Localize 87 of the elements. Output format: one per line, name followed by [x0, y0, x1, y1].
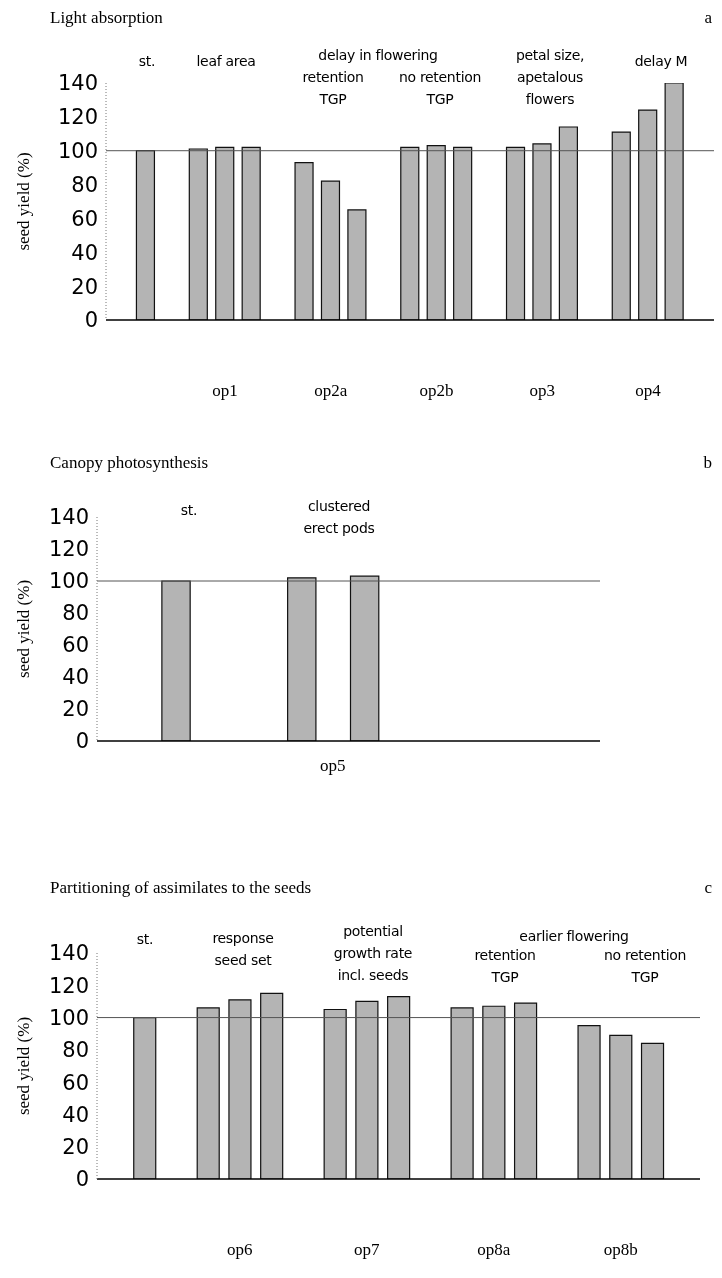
bar [640, 1042, 665, 1179]
x-tick-label: op2b [419, 381, 454, 401]
text: st. [138, 52, 156, 71]
bar [558, 126, 578, 320]
y-tick-label: 60 [62, 1070, 89, 1095]
annotation: no retention TGP [398, 68, 482, 109]
annotation: no retention TGP [603, 946, 687, 987]
text: delay M [634, 52, 688, 71]
bar [426, 145, 446, 320]
x-tick-label: op8b [603, 1240, 638, 1260]
y-tick-label: 80 [62, 1038, 89, 1063]
y-tick-label: 140 [57, 71, 98, 96]
x-tick-label: op8a [477, 1240, 511, 1260]
y-axis-title: seed yield (%) [14, 579, 34, 679]
bar [611, 131, 631, 320]
annotation: petal size, apetalous flowers [515, 46, 585, 109]
chart-title: Canopy photosynthesis [50, 453, 209, 473]
bar [260, 992, 284, 1179]
y-tick-label: 20 [71, 274, 98, 299]
bar [215, 146, 235, 320]
y-tick-label: 80 [62, 601, 89, 626]
y-tick-label: 120 [48, 973, 89, 998]
bar [482, 1005, 506, 1179]
bar [577, 1025, 601, 1179]
y-tick-label: 140 [48, 941, 89, 966]
bar [188, 148, 208, 320]
x-tick-label: op7 [354, 1240, 381, 1260]
annotation: clustered erect pods [303, 497, 375, 538]
y-tick-label: 60 [71, 206, 98, 231]
bar [347, 209, 367, 320]
bar [664, 83, 684, 320]
annotation: potential growth rate incl. seeds [333, 922, 413, 985]
text: delay in flowering [318, 46, 438, 65]
text: earlier flowering [519, 927, 629, 946]
x-tick-label: op3 [529, 381, 555, 401]
y-tick-label: 140 [48, 505, 89, 530]
annotation: response seed set [212, 929, 274, 970]
bar [294, 161, 314, 320]
y-tick-label: 120 [57, 105, 98, 130]
bar [323, 1008, 347, 1179]
text: st. [136, 930, 154, 949]
bar [400, 146, 420, 320]
bar [355, 1000, 379, 1179]
y-tick-label: 100 [57, 139, 98, 164]
bar [228, 999, 252, 1179]
y-tick-label: 40 [62, 1102, 89, 1127]
text: c [704, 878, 712, 898]
bar [505, 146, 526, 320]
bar [241, 146, 261, 320]
bar [450, 1007, 474, 1179]
bar [196, 1007, 220, 1179]
y-axis-title: seed yield (%) [14, 152, 34, 251]
x-tick-label: op4 [635, 381, 662, 401]
text: leaf area [196, 52, 256, 71]
y-tick-label: 80 [71, 173, 98, 198]
bar [135, 150, 156, 320]
bar [638, 109, 658, 320]
text: a [704, 8, 712, 28]
y-tick-label: 60 [62, 633, 89, 658]
y-tick-label: 120 [48, 537, 89, 562]
bar [320, 180, 341, 320]
annotation: st. [180, 501, 198, 520]
y-tick-label: 20 [62, 1135, 89, 1160]
text: b [703, 453, 712, 473]
y-tick-label: 100 [48, 569, 89, 594]
x-tick-label: op1 [212, 381, 238, 401]
x-tick-label: op6 [227, 1240, 253, 1260]
y-tick-label: 0 [84, 308, 98, 333]
annotation: retention TGP [474, 946, 536, 987]
y-tick-label: 0 [75, 1167, 89, 1192]
bar [133, 1016, 157, 1179]
y-tick-label: 20 [62, 697, 89, 722]
bar [513, 1002, 538, 1179]
x-tick-label: op5 [320, 756, 346, 776]
chart-title: Light absorption [50, 8, 163, 28]
y-tick-label: 40 [71, 240, 98, 265]
bar [609, 1034, 633, 1179]
bar [532, 143, 552, 320]
annotation: retention TGP [302, 68, 364, 109]
x-tick-label: op2a [314, 381, 348, 401]
bar [453, 146, 473, 320]
chart-title: Partitioning of assimilates to the seeds [50, 878, 312, 898]
y-tick-label: 0 [75, 729, 89, 754]
bar [387, 995, 411, 1179]
y-tick-label: 40 [62, 665, 89, 690]
y-tick-label: 100 [48, 1006, 89, 1031]
y-axis-title: seed yield (%) [14, 1016, 34, 1116]
